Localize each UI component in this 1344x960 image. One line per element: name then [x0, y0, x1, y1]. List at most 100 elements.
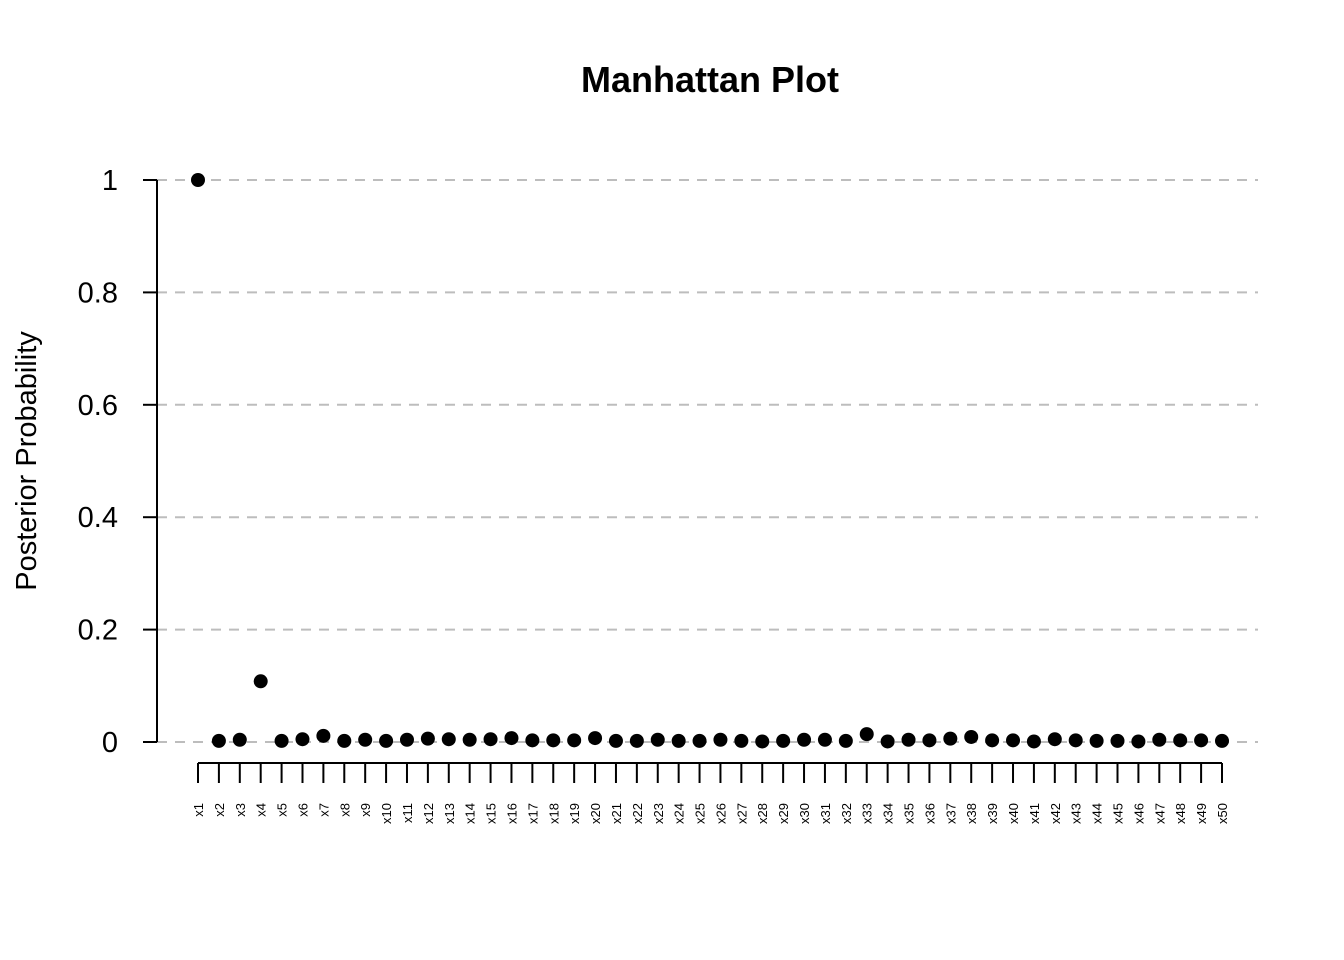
y-tick-label: 0.4 — [78, 502, 118, 534]
chart-title: Manhattan Plot — [581, 59, 839, 100]
data-point-x2 — [211, 733, 226, 748]
x-tick-label: x5 — [275, 803, 290, 817]
data-point-x33 — [859, 727, 874, 742]
data-point-x10 — [379, 733, 394, 748]
x-tick-label: x11 — [400, 803, 415, 823]
x-tick-label: x40 — [1006, 803, 1021, 824]
data-point-x44 — [1089, 733, 1104, 748]
x-tick-label: x35 — [902, 803, 917, 824]
gridlines — [157, 179, 1258, 743]
data-point-x16 — [504, 731, 519, 746]
data-point-x14 — [462, 732, 477, 747]
data-point-x34 — [880, 734, 895, 749]
x-tick-label: x9 — [358, 803, 373, 817]
data-point-x47 — [1152, 732, 1167, 747]
data-point-x42 — [1047, 732, 1062, 747]
x-tick-label: x34 — [881, 803, 896, 824]
data-point-x37 — [943, 731, 958, 746]
data-point-x9 — [358, 732, 373, 747]
x-tick-label: x25 — [693, 803, 708, 824]
data-point-x7 — [316, 728, 331, 743]
data-point-x21 — [608, 733, 623, 748]
data-point-x18 — [546, 733, 561, 748]
x-tick-label: x2 — [212, 803, 227, 817]
x-tick-label: x26 — [713, 803, 728, 824]
x-tick-label: x22 — [630, 803, 645, 824]
data-point-x27 — [734, 733, 749, 748]
x-tick-label: x16 — [504, 803, 519, 824]
x-tick-label: x27 — [734, 803, 749, 824]
x-tick-label: x24 — [672, 803, 687, 824]
data-point-x15 — [483, 732, 498, 747]
y-tick-label: 0.6 — [78, 390, 118, 422]
x-tick-label: x17 — [525, 803, 540, 824]
x-tick-label: x13 — [442, 803, 457, 824]
y-tick-label: 0.2 — [78, 615, 118, 647]
data-point-x12 — [420, 731, 435, 746]
data-point-x26 — [713, 732, 728, 747]
data-point-x38 — [964, 729, 979, 744]
x-tick-label: x38 — [964, 803, 979, 824]
data-point-x36 — [922, 733, 937, 748]
x-tick-label: x31 — [818, 803, 833, 824]
data-point-x46 — [1131, 734, 1146, 749]
x-tick-label: x8 — [337, 803, 352, 817]
data-point-x1 — [191, 173, 205, 187]
x-tick-label: x28 — [755, 803, 770, 824]
x-tick-label: x20 — [588, 803, 603, 824]
data-point-x4 — [253, 674, 268, 689]
x-tick-label: x50 — [1215, 803, 1230, 824]
x-tick-label: x21 — [609, 803, 624, 824]
data-point-x48 — [1173, 733, 1188, 748]
x-tick-label: x39 — [985, 803, 1000, 824]
x-tick-label: x36 — [922, 803, 937, 824]
y-tick-label: 0 — [102, 727, 118, 759]
x-tick-label: x14 — [463, 803, 478, 824]
x-tick-label: x44 — [1090, 803, 1105, 824]
x-axis: x1 x2 x3 x4 x5 x6 x7 x8 x9 x10 x11 x12 x13 x14 x15 x16 x… — [191, 762, 1230, 824]
data-point-x45 — [1110, 733, 1125, 748]
x-tick-label: x47 — [1152, 803, 1167, 824]
data-point-x50 — [1215, 733, 1229, 748]
x-tick-label: x10 — [379, 803, 394, 824]
data-point-x22 — [629, 733, 644, 748]
data-point-x32 — [838, 733, 853, 748]
x-tick-label: x32 — [839, 803, 854, 824]
x-tick-label: x37 — [943, 803, 958, 824]
data-point-x40 — [1006, 733, 1021, 748]
x-tick-label: x15 — [484, 803, 499, 824]
x-tick-label: x33 — [860, 803, 875, 824]
x-tick-label: x7 — [316, 803, 331, 817]
x-tick-label: x29 — [776, 803, 791, 824]
x-tick-label: x46 — [1131, 803, 1146, 824]
data-point-x11 — [399, 732, 414, 747]
data-point-x43 — [1068, 733, 1083, 748]
data-point-x20 — [588, 731, 603, 746]
x-tick-label: x43 — [1069, 803, 1084, 824]
x-tick-label: x4 — [254, 803, 269, 817]
x-tick-label: x12 — [421, 803, 436, 824]
x-tick-label: x19 — [567, 803, 582, 824]
x-tick-label: x49 — [1194, 803, 1209, 824]
x-tick-label: x48 — [1173, 803, 1188, 824]
y-axis: 0 0.2 0.4 0.6 0.8 1 — [78, 165, 158, 759]
data-point-x41 — [1026, 734, 1041, 749]
data-point-x29 — [776, 733, 791, 748]
data-point-x49 — [1194, 733, 1209, 748]
data-point-x8 — [337, 733, 352, 748]
data-points — [191, 173, 1229, 749]
x-tick-label: x30 — [797, 803, 812, 824]
data-point-x31 — [817, 732, 832, 747]
data-point-x35 — [901, 732, 916, 747]
data-point-x19 — [567, 733, 582, 748]
x-tick-label: x41 — [1027, 803, 1042, 824]
y-tick-label: 0.8 — [78, 277, 118, 309]
data-point-x25 — [692, 733, 707, 748]
y-tick-label: 1 — [102, 165, 118, 197]
data-point-x28 — [755, 734, 770, 749]
data-point-x5 — [274, 733, 289, 748]
x-tick-label: x6 — [295, 803, 310, 817]
data-point-x13 — [441, 732, 456, 747]
data-point-x30 — [797, 732, 812, 747]
